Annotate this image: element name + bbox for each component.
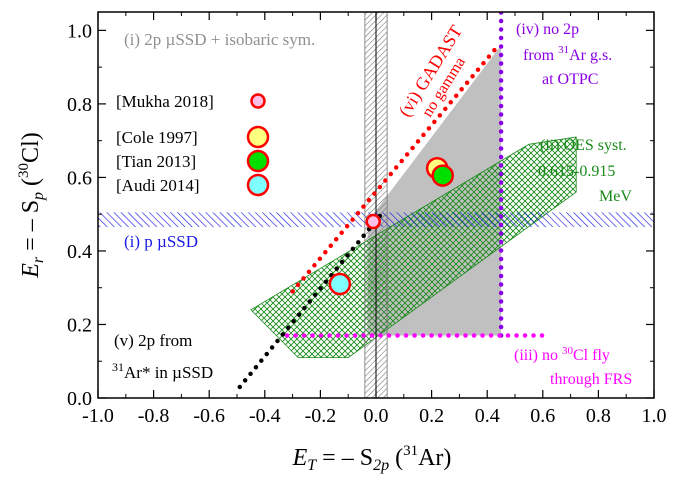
legend: [Mukha 2018] [Cole 1997] [Tian 2013] [Audi … (116, 92, 270, 197)
annotation-v-1: (v) 2p from (114, 331, 192, 350)
y-tick-label: 1.0 (67, 20, 92, 42)
legend-label-1: [Cole 1997] (116, 128, 198, 147)
y-axis-label: Er = – Sp (30Cl) (16, 132, 47, 278)
x-tick-label: -1.0 (82, 405, 114, 427)
annotation-iii-1: (iii) no 30Cl fly (514, 345, 610, 364)
annotation-iv-1: (iv) no 2p (516, 21, 579, 38)
x-tick-label: 0.2 (419, 405, 444, 427)
x-tick-label: -0.4 (249, 405, 281, 427)
tian-point (431, 164, 454, 187)
audi-point (328, 272, 352, 296)
y-tick-label: 0.4 (67, 241, 92, 263)
oes-band (250, 136, 577, 359)
annotation-ii-2: 0.615-0.915 (538, 163, 615, 180)
x-tick-label: 0.4 (475, 405, 500, 427)
axis-ticks: -1.0 -0.8 -0.6 -0.4 -0.2 0.0 0.2 0.4 0.6 0.8 1.0 0.… (67, 12, 667, 427)
x-axis-label: ET = – S2p (31Ar) (292, 443, 452, 474)
annotation-v-2: 31Ar* in µSSD (112, 360, 213, 382)
x-tick-label: 1.0 (642, 405, 667, 427)
annotation-i-p: (i) p µSSD (124, 232, 198, 251)
x-tick-label: -0.2 (305, 405, 337, 427)
x-tick-label: 0.8 (586, 405, 611, 427)
annotation-ii-3: MeV (599, 188, 632, 205)
annotation-iv-2: from 31Ar g.s. (523, 44, 612, 64)
y-tick-label: 0.6 (67, 167, 92, 189)
annotation-i-2p: (i) 2p µSSD + isobaric sym. (124, 30, 315, 49)
legend-label-2: [Tian 2013] (116, 152, 196, 171)
legend-marker-0 (250, 93, 266, 109)
gadast-line (290, 46, 498, 294)
mukha-point (365, 213, 381, 230)
legend-marker-2 (246, 149, 270, 173)
annotation-iii-3: through FRS (550, 371, 632, 388)
annotation-iv-4: at OTPC (542, 71, 598, 88)
x-tick-label: -0.6 (193, 405, 225, 427)
points (328, 156, 454, 296)
legend-label-3: [Audi 2014] (116, 176, 200, 195)
legend-marker-1 (246, 125, 270, 149)
y-tick-label: 0.0 (67, 388, 92, 410)
x-tick-label: 0.6 (530, 405, 555, 427)
legend-label-0: [Mukha 2018] (116, 92, 214, 111)
legend-marker-3 (246, 173, 270, 197)
x-tick-label: -0.8 (138, 405, 170, 427)
y-tick-label: 0.2 (67, 314, 92, 336)
x-tick-label: 0.0 (364, 405, 389, 427)
series (237, 12, 551, 390)
y-tick-label: 0.8 (67, 94, 92, 116)
annotation-ii-1: (ii) OES syst. (540, 137, 627, 154)
regions (98, 12, 654, 398)
